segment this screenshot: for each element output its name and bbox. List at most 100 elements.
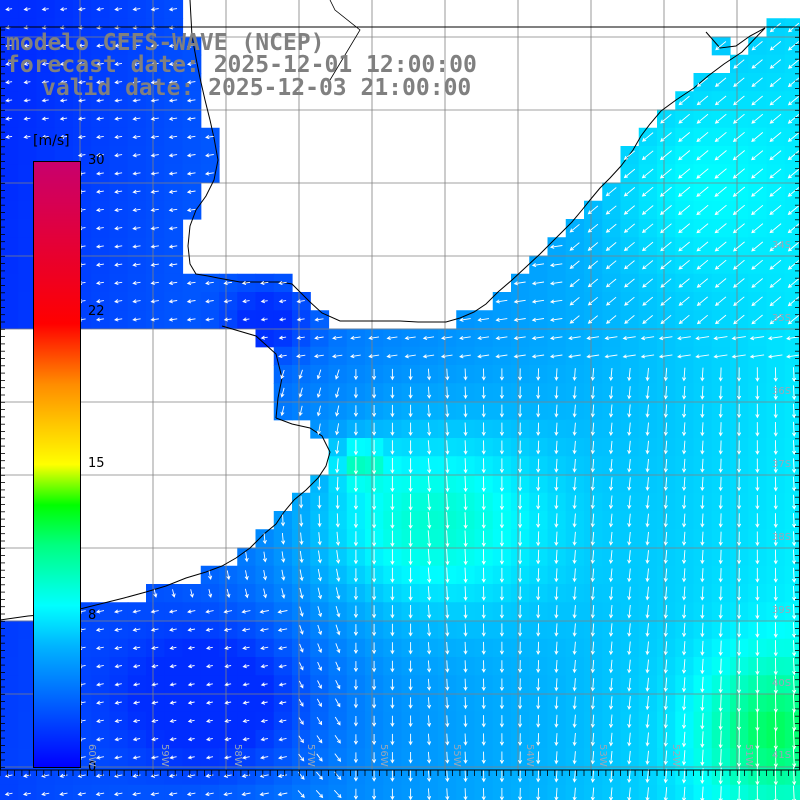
wind-arrow [408, 715, 413, 728]
wind-arrow [713, 336, 728, 341]
wind-arrow [732, 204, 745, 216]
wind-arrow [41, 61, 49, 66]
wind-cell [784, 492, 800, 512]
wind-cell [0, 200, 19, 220]
wind-arrow [536, 586, 541, 601]
wind-arrow [114, 737, 123, 742]
wind-arrow [114, 262, 123, 267]
wind-arrow [390, 715, 395, 728]
wind-arrow [718, 694, 723, 712]
wind-arrow [277, 792, 288, 797]
wind-arrow [608, 368, 614, 382]
wind-arrow [681, 695, 687, 711]
wind-arrow [41, 98, 49, 103]
wind-arrow [681, 385, 687, 400]
wind-arrow [390, 386, 395, 399]
wind-arrow [151, 664, 159, 669]
wind-arrow [769, 314, 782, 325]
wind-arrow [700, 513, 705, 528]
wind-arrow [627, 750, 632, 765]
wind-arrow [663, 422, 668, 437]
wind-arrow [549, 336, 563, 341]
wind-arrow [390, 530, 395, 548]
wind-arrow [278, 737, 287, 742]
wind-arrow [792, 440, 797, 456]
wind-arrow [132, 627, 141, 632]
wind-arrow [663, 458, 668, 473]
wind-arrow [427, 623, 432, 637]
wind-arrow [536, 422, 541, 437]
wind-arrow [678, 113, 690, 124]
wind-arrow [714, 113, 727, 124]
wind-cell [18, 255, 38, 275]
wind-cell [675, 219, 695, 238]
wind-arrow [792, 729, 797, 750]
wind-cell [711, 219, 731, 238]
wind-arrow [95, 773, 105, 778]
wind-arrow [114, 171, 123, 176]
wind-arrow [627, 477, 632, 491]
wind-arrow [499, 623, 504, 637]
wind-arrow [773, 421, 778, 437]
wind-arrow [590, 568, 595, 583]
wind-arrow [463, 548, 468, 566]
wind-arrow [445, 751, 450, 764]
wind-cell [711, 310, 731, 330]
wind-arrow [499, 458, 504, 474]
wind-arrow [499, 604, 504, 619]
wind-arrow [408, 697, 413, 709]
wind-arrow [132, 737, 141, 742]
wind-arrow [642, 296, 654, 306]
wind-cell [730, 91, 749, 111]
wind-arrow [205, 317, 214, 322]
wind-arrow [681, 677, 687, 693]
wind-arrow [477, 354, 490, 359]
wind-cell [693, 127, 713, 147]
wind-arrow [132, 773, 141, 778]
wind-arrow [317, 569, 322, 582]
wind-arrow [554, 696, 559, 710]
wind-arrow [660, 296, 672, 306]
wind-arrow [186, 189, 196, 194]
wind-arrow [205, 664, 213, 669]
wind-arrow [792, 458, 797, 474]
wind-arrow [459, 317, 471, 322]
wind-arrow [150, 792, 159, 797]
wind-arrow [59, 98, 68, 103]
wind-arrow [114, 299, 123, 304]
wind-arrow [481, 476, 486, 493]
wind-arrow [427, 642, 432, 655]
wind-arrow [187, 627, 196, 632]
wind-arrow [96, 7, 104, 12]
wind-cell [18, 711, 38, 731]
wind-arrow [700, 640, 705, 656]
wind-arrow [590, 751, 595, 765]
wind-arrow [151, 682, 159, 687]
wind-arrow [445, 368, 450, 381]
wind-arrow [572, 550, 577, 565]
wind-arrow [168, 61, 178, 67]
wind-arrow [681, 458, 687, 473]
wind-arrow [95, 792, 105, 797]
wind-arrow [96, 171, 104, 176]
wind-arrow [427, 368, 432, 381]
wind-arrow [224, 682, 232, 687]
wind-arrow [681, 513, 687, 528]
wind-arrow [755, 422, 760, 437]
wind-arrow [427, 493, 432, 511]
wind-arrow [499, 751, 504, 765]
wind-arrow [205, 627, 214, 632]
coastline-south [0, 417, 331, 621]
wind-cell [0, 638, 19, 658]
wind-cell [146, 784, 165, 800]
wind-arrow [660, 223, 672, 234]
wind-arrow [353, 531, 358, 547]
wind-arrow [168, 609, 178, 614]
wind-arrow [390, 404, 395, 418]
wind-arrow [463, 769, 468, 783]
wind-arrow [718, 367, 723, 382]
wind-arrow [390, 567, 395, 583]
wind-arrow [769, 59, 782, 69]
wind-cell [784, 54, 800, 74]
wind-arrow [187, 682, 195, 687]
